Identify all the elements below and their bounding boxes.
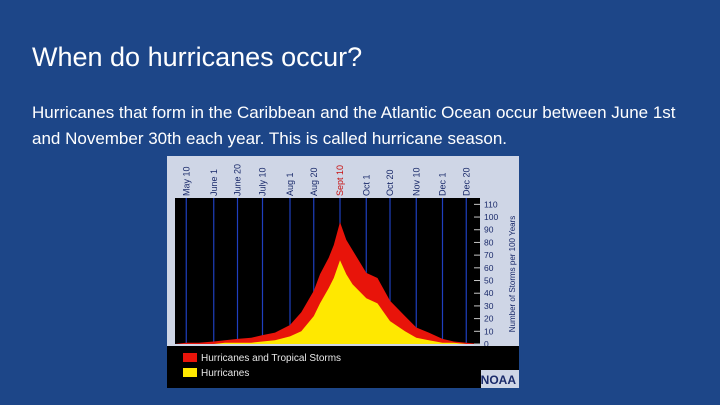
x-tick-label: Nov 10: [411, 167, 421, 196]
y-tick-label: 40: [484, 288, 494, 298]
y-tick-label: 100: [484, 212, 498, 222]
x-tick-label: Oct 1: [361, 174, 371, 196]
y-tick-label: 0: [484, 339, 489, 349]
legend: Hurricanes and Tropical Storms Hurricane…: [167, 346, 519, 388]
x-tick-label: June 20: [233, 164, 243, 196]
x-tick-label: May 10: [181, 166, 191, 196]
legend-label-hurricanes: Hurricanes: [201, 368, 249, 379]
area-hurricanes-and-tropical-storms: [175, 222, 480, 344]
x-tick-label: Sept 10: [335, 165, 345, 196]
area-hurricanes: [175, 260, 480, 344]
y-tick-label: 80: [484, 237, 494, 247]
x-tick-label: June 1: [209, 169, 219, 196]
noaa-logo: NOAA: [481, 373, 517, 387]
x-tick-label: Aug 20: [309, 167, 319, 196]
y-tick-label: 60: [484, 263, 494, 273]
x-tick-label: Dec 1: [438, 172, 448, 196]
legend-swatch-storms: [183, 353, 197, 362]
y-tick-label: 70: [484, 250, 494, 260]
source-logo-backdrop: [481, 370, 519, 388]
x-tick-labels: May 10 June 1 June 20 July 10 Aug 1 Aug 20 Sep…: [181, 164, 471, 196]
data-areas: [175, 222, 480, 344]
y-tick-label: 90: [484, 225, 494, 235]
slide-title: When do hurricanes occur?: [32, 42, 363, 72]
hurricane-season-chart: May 10 June 1 June 20 July 10 Aug 1 Aug 20 Sep…: [167, 156, 519, 388]
legend-swatch-hurricanes: [183, 368, 197, 377]
legend-background: [167, 346, 519, 388]
legend-label-storms: Hurricanes and Tropical Storms: [201, 353, 341, 364]
y-tick-label: 10: [484, 326, 494, 336]
x-tick-label: Oct 20: [385, 169, 395, 196]
y-axis-label: Number of Storms per 100 Years: [508, 216, 517, 333]
x-tick-label: Dec 20: [461, 167, 471, 196]
slide-body-text: Hurricanes that form in the Caribbean an…: [32, 103, 676, 148]
y-tick-label: 110: [484, 199, 498, 209]
x-tick-label: Aug 1: [285, 172, 295, 196]
y-tick-labels: 0 10 20 30 40 50 60 70 80 90 100 110: [474, 199, 498, 349]
y-tick-label: 30: [484, 301, 494, 311]
y-tick-label: 50: [484, 276, 494, 286]
y-tick-label: 20: [484, 314, 494, 324]
chart-svg: May 10 June 1 June 20 July 10 Aug 1 Aug 20 Sep…: [167, 156, 519, 388]
x-tick-label: July 10: [258, 167, 268, 196]
